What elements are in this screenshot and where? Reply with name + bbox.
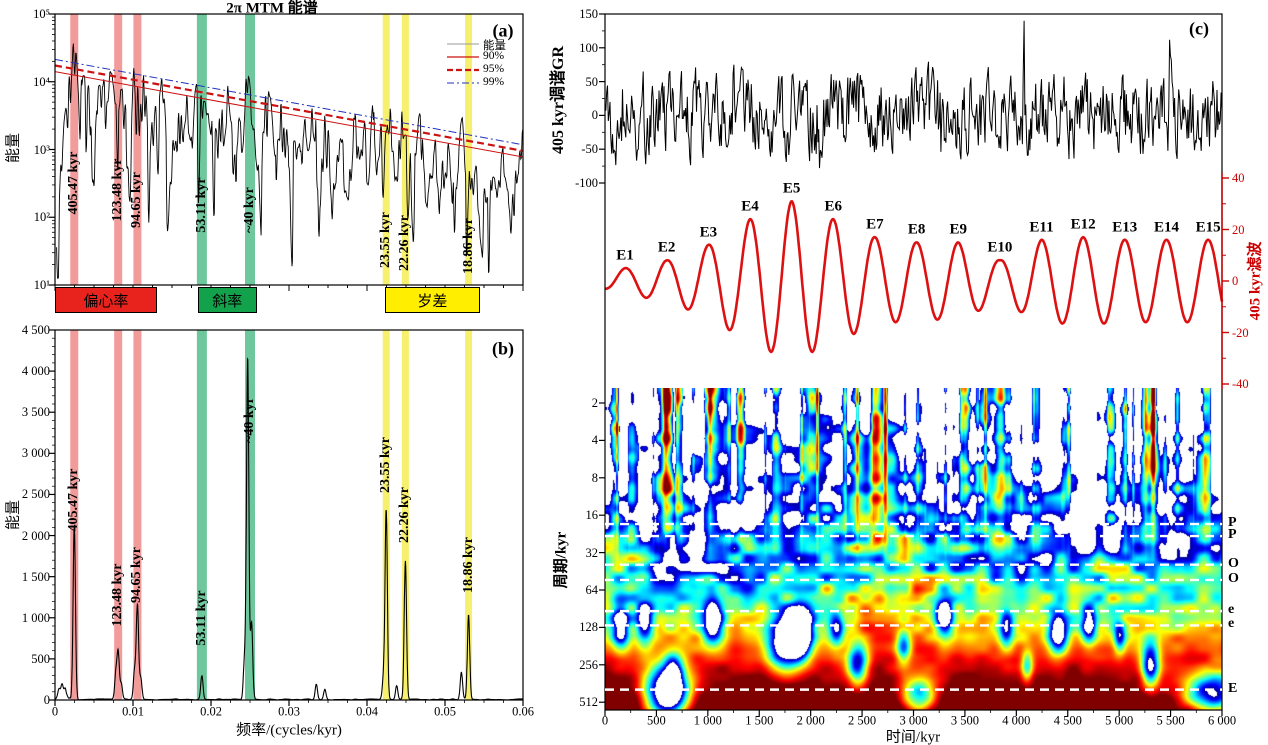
band-precession <box>401 14 409 285</box>
band-precession <box>401 330 409 700</box>
band-eccentricity <box>114 330 123 700</box>
panel-b-spectrum-line <box>54 357 523 701</box>
band-eccentricity <box>70 330 79 700</box>
band-obliquity <box>245 330 255 700</box>
band-obliquity <box>245 14 255 285</box>
confidence-90-line <box>54 71 524 158</box>
band-precession <box>465 330 473 700</box>
band-precession <box>382 14 390 285</box>
confidence-95-line <box>54 64 524 152</box>
band-precession <box>465 14 473 285</box>
panel-a-frame <box>54 13 524 286</box>
band-eccentricity <box>133 330 142 700</box>
filter-405kyr-line <box>605 200 1224 354</box>
band-eccentricity <box>133 14 142 285</box>
gr-series-line <box>604 20 1223 169</box>
confidence-99-line <box>54 58 524 146</box>
panel-a-spectrum-line <box>56 43 524 279</box>
panel-b-frame <box>54 329 524 701</box>
wavelet-heatmap <box>605 388 1222 710</box>
band-obliquity <box>196 14 207 285</box>
band-eccentricity <box>70 14 79 285</box>
band-obliquity <box>196 330 207 700</box>
